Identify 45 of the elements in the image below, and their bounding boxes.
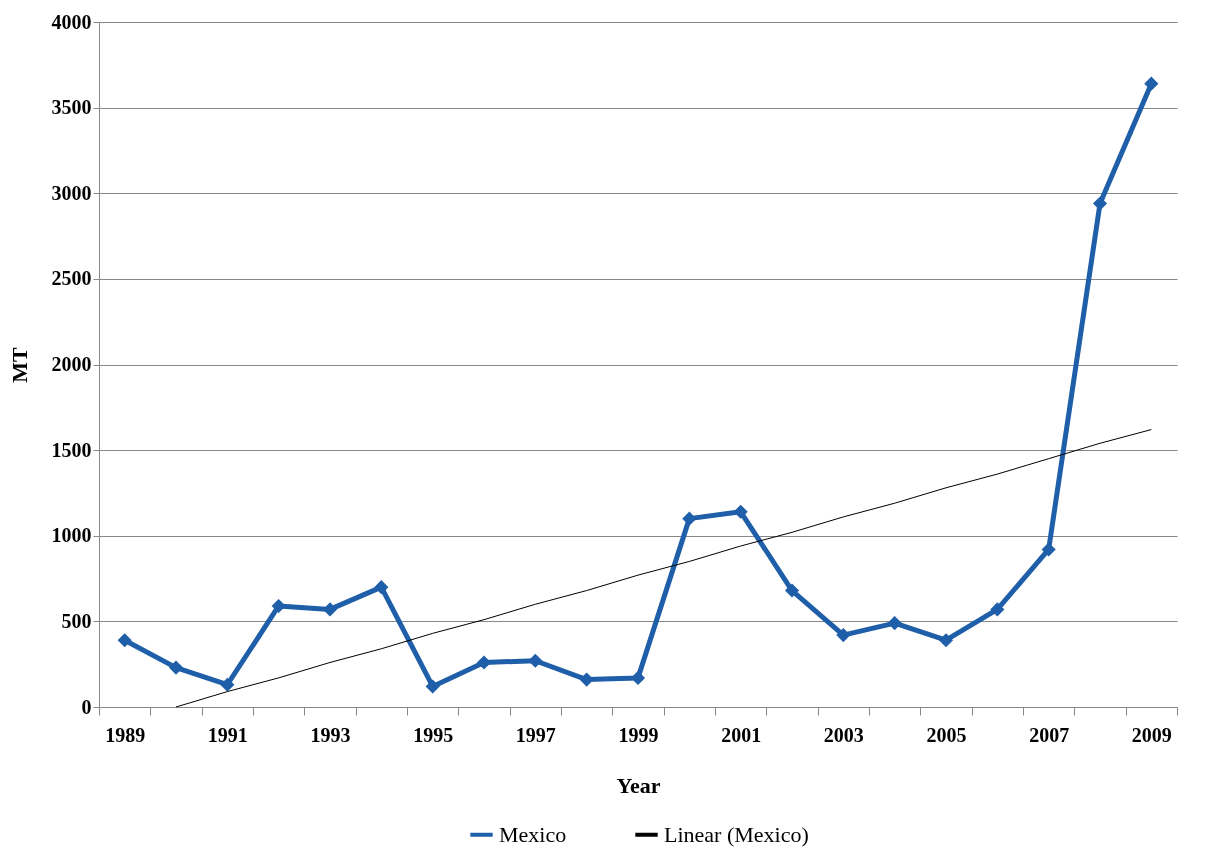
x-tick-label: 1989	[105, 723, 146, 746]
point	[733, 504, 748, 519]
point	[784, 583, 800, 598]
point	[1092, 196, 1108, 211]
y-tick-label: 2000	[51, 353, 92, 375]
point	[117, 633, 132, 648]
legend-label: Mexico	[499, 821, 567, 847]
point	[476, 655, 492, 670]
y-tick-label: 2500	[51, 267, 92, 290]
y-tick-label: 4000	[51, 10, 92, 33]
x-tick-label: 1993	[310, 723, 351, 746]
point	[887, 616, 902, 631]
point	[1041, 542, 1056, 557]
x-tick-label: 1999	[618, 723, 659, 746]
x-axis-title: Year	[616, 772, 661, 798]
point	[271, 598, 286, 614]
point	[168, 660, 184, 675]
y-tick-label: 1500	[51, 438, 92, 461]
y-tick-label: 0	[81, 695, 92, 718]
point	[990, 602, 1005, 617]
x-tick-label: 2007	[1029, 723, 1070, 746]
point	[1144, 76, 1159, 91]
x-tick-label: 2003	[823, 723, 864, 746]
x-tick-label: 1995	[413, 723, 454, 746]
x-tick-label: 1997	[515, 723, 556, 746]
point	[836, 628, 851, 643]
x-tick-label: 2005	[926, 723, 967, 746]
x-tick-label: 1991	[207, 723, 248, 746]
point	[374, 580, 389, 595]
x-tick-label: 2009	[1131, 723, 1172, 746]
line-series	[175, 429, 1152, 708]
point	[579, 672, 594, 687]
y-tick-label: 500	[61, 609, 92, 632]
y-tick-label: 3500	[51, 96, 92, 119]
y-axis-title: MT	[6, 346, 32, 383]
point	[528, 653, 543, 668]
point	[220, 677, 235, 692]
point	[938, 633, 954, 648]
point	[682, 511, 697, 526]
x-tick-label: 2001	[721, 723, 762, 746]
point	[322, 602, 338, 617]
y-tick-label: 3000	[51, 181, 92, 204]
point	[425, 679, 440, 694]
y-tick-label: 1000	[51, 524, 92, 547]
legend-label: Linear (Mexico)	[664, 821, 809, 847]
